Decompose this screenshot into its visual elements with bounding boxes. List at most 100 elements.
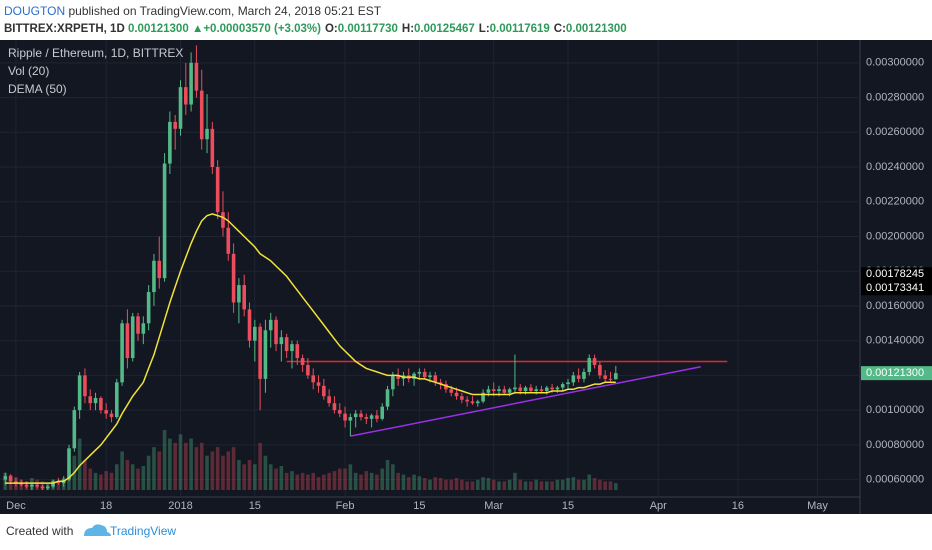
price-marker-label: 0.00173341: [866, 282, 924, 294]
x-tick-label: Mar: [484, 500, 503, 512]
y-tick-label: 0.00240000: [866, 161, 924, 173]
candle-body: [109, 413, 114, 418]
candle-body: [454, 392, 459, 397]
volume-bar: [582, 479, 586, 490]
dema-line: [5, 213, 616, 484]
y-tick-label: 0.00280000: [866, 91, 924, 103]
candle-body: [146, 292, 151, 324]
y-tick-label: 0.00080000: [866, 439, 924, 451]
tradingview-logo[interactable]: [84, 524, 111, 536]
trend-line: [350, 365, 701, 437]
price-marker: [861, 267, 932, 282]
candle-body: [93, 397, 98, 404]
candle-body: [8, 476, 13, 482]
candles: [3, 45, 618, 490]
candle-body: [385, 389, 390, 407]
candle-body: [136, 316, 140, 334]
volume-bar: [247, 460, 252, 490]
volume-bar: [460, 479, 464, 490]
volume-bar: [114, 464, 119, 490]
volume-bar: [550, 481, 554, 490]
volume-bar: [391, 464, 395, 490]
volume-bar: [258, 442, 262, 490]
volume-bar: [290, 471, 294, 490]
x-tick-label: Apr: [650, 500, 667, 512]
candle-body: [322, 385, 326, 397]
candle-body: [359, 413, 363, 418]
candle-body: [290, 344, 294, 352]
brand[interactable]: TradingView: [110, 524, 176, 538]
candle-body: [523, 387, 528, 392]
volume-bar: [529, 481, 533, 490]
y-tick-label: 0.00160000: [866, 300, 924, 312]
volume-bar: [518, 479, 523, 490]
volume-bar: [465, 481, 469, 490]
volume-bar: [162, 430, 167, 490]
candle-body: [40, 486, 45, 489]
candle-body: [332, 403, 337, 411]
candle-body: [263, 330, 268, 379]
candle-body: [587, 358, 592, 372]
x-tick-label: 16: [732, 500, 744, 512]
candle-body: [258, 326, 262, 379]
volume-bar: [481, 477, 485, 490]
volume-bar: [571, 477, 576, 490]
quote-value: 0.00117619: [489, 23, 550, 35]
volume-bar: [253, 464, 257, 490]
volume-bar: [555, 479, 560, 490]
chart-title: Ripple / Ethereum, 1D, BITTREX: [8, 46, 183, 60]
quote-value: 0.00117730: [337, 23, 398, 35]
volume-bar: [279, 466, 284, 490]
author[interactable]: DOUGTON: [4, 4, 66, 18]
candle-body: [337, 410, 342, 414]
x-tick-label: 2018: [168, 500, 192, 512]
candle-body: [237, 285, 241, 303]
quote-value: 0.00125467: [414, 23, 475, 35]
volume-bar: [592, 478, 597, 490]
volume-bar: [353, 472, 358, 490]
candle-body: [592, 358, 597, 365]
x-tick-label: May: [807, 500, 828, 512]
candle-body: [284, 337, 289, 352]
candle-body: [45, 486, 50, 489]
volume-bar: [316, 477, 321, 490]
volume-bar: [544, 481, 549, 490]
candle-body: [205, 128, 209, 140]
volume-bar: [189, 438, 193, 490]
candle-body: [253, 326, 257, 341]
volume-bar: [104, 471, 108, 490]
volume-bar: [88, 468, 93, 490]
price-marker: [861, 366, 932, 381]
candle-body: [168, 121, 172, 164]
volume-bar: [438, 478, 443, 490]
candle-body: [311, 375, 316, 383]
published: published on TradingView.com, March 24, …: [68, 4, 382, 18]
volume-bar: [343, 468, 347, 490]
candle-body: [534, 389, 538, 392]
volume-bar: [184, 442, 188, 490]
candle-body: [566, 382, 570, 385]
candle-body: [77, 375, 82, 411]
candle-body: [486, 389, 491, 393]
volume-bar: [210, 451, 215, 490]
x-tick-label: Feb: [336, 500, 355, 512]
candle-body: [221, 212, 225, 228]
volume-bar: [125, 460, 130, 490]
candle-body: [88, 396, 93, 404]
volume-bar: [513, 472, 517, 490]
x-tick-label: 18: [100, 500, 112, 512]
candle-body: [120, 323, 124, 383]
y-tick-label: 0.00100000: [866, 404, 924, 416]
volume-bar: [152, 447, 156, 490]
candle-body: [231, 253, 236, 303]
candle-body: [300, 358, 305, 365]
candle-body: [375, 415, 379, 419]
candle-body: [497, 389, 501, 392]
volume-bar: [221, 455, 225, 490]
candle-body: [343, 413, 347, 421]
quote-line: BITTREX:XRPETH, 1D 0.00121300 ▲+0.000035…: [4, 23, 627, 35]
candle-body: [491, 389, 496, 392]
volume-bar: [146, 455, 151, 490]
